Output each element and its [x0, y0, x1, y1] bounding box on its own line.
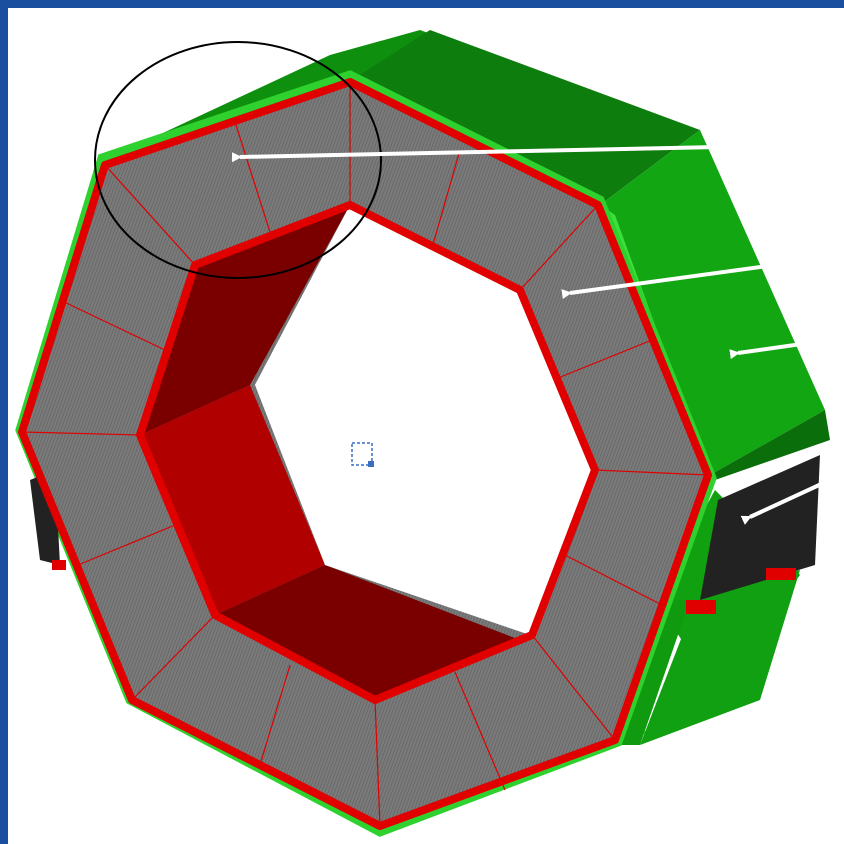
black-support-block: [30, 455, 820, 614]
sector-dividers: [21, 82, 709, 827]
arrow-2: [561, 263, 776, 300]
slide-left-band: [0, 0, 8, 844]
slide-top-band: [0, 0, 844, 8]
arrow-3: [729, 338, 831, 360]
annotation-arrows: [231, 145, 831, 525]
arrow-4: [740, 478, 831, 525]
arrow-1: [231, 145, 719, 163]
dashed-selection-box-icon: [351, 442, 374, 467]
highlight-circle: [94, 41, 382, 279]
